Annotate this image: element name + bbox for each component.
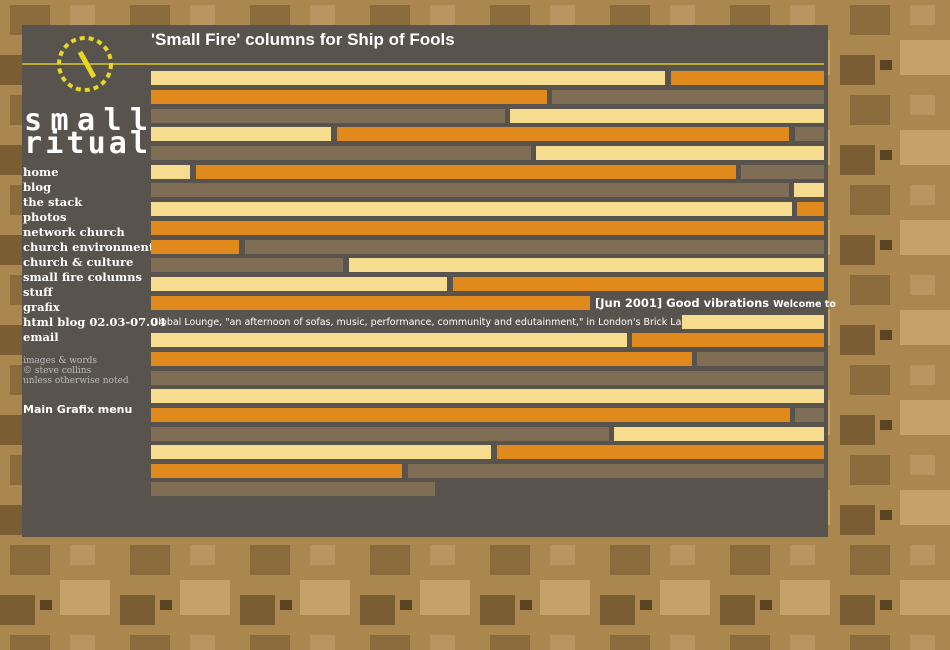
column-bar[interactable] bbox=[632, 333, 824, 347]
column-bar[interactable] bbox=[151, 333, 627, 347]
column-bar[interactable] bbox=[697, 352, 824, 366]
column-bar[interactable] bbox=[151, 258, 343, 272]
column-bar[interactable] bbox=[671, 71, 824, 85]
nav-link[interactable]: photos bbox=[23, 210, 67, 224]
article-text: Welcome to bbox=[773, 299, 836, 310]
column-bar[interactable] bbox=[151, 71, 665, 85]
column-bar[interactable] bbox=[151, 90, 547, 104]
column-bar[interactable] bbox=[151, 109, 505, 123]
credit-line: © steve collins bbox=[23, 366, 92, 376]
credit-line: images & words bbox=[23, 356, 98, 366]
column-bar[interactable] bbox=[151, 296, 590, 310]
column-bar[interactable] bbox=[151, 183, 789, 197]
logo-area: small ritual bbox=[22, 36, 824, 161]
column-bar[interactable] bbox=[151, 277, 447, 291]
column-bar[interactable] bbox=[151, 146, 531, 160]
column-bar[interactable] bbox=[151, 240, 239, 254]
column-bar[interactable] bbox=[151, 165, 190, 179]
column-bar[interactable] bbox=[797, 202, 824, 216]
column-bar[interactable] bbox=[245, 240, 824, 254]
column-bar[interactable] bbox=[151, 371, 824, 385]
column-bar[interactable] bbox=[337, 127, 789, 141]
column-bar[interactable] bbox=[497, 445, 824, 459]
column-bar[interactable] bbox=[794, 183, 824, 197]
nav-link[interactable]: blog bbox=[23, 180, 52, 194]
nav-link[interactable]: church & culture bbox=[23, 255, 134, 269]
credit-line: unless otherwise noted bbox=[23, 376, 129, 386]
column-bar[interactable] bbox=[151, 202, 792, 216]
article-text: Global Lounge, "an afternoon of sofas, m… bbox=[151, 317, 697, 328]
heading-text[interactable]: [Jun 2001] Good vibrations bbox=[595, 296, 770, 310]
nav-link[interactable]: network church bbox=[23, 225, 125, 239]
column-bar[interactable] bbox=[795, 408, 824, 422]
column-bar[interactable] bbox=[151, 127, 331, 141]
nav-link[interactable]: small fire columns bbox=[23, 270, 142, 284]
column-bar[interactable] bbox=[682, 315, 824, 329]
nav-link[interactable]: home bbox=[23, 165, 59, 179]
column-bar[interactable] bbox=[151, 482, 435, 496]
column-bar[interactable] bbox=[151, 445, 491, 459]
column-bar[interactable] bbox=[151, 408, 790, 422]
column-bar[interactable] bbox=[408, 464, 824, 478]
nav-link[interactable]: grafix bbox=[23, 300, 60, 314]
column-bar[interactable] bbox=[151, 221, 824, 235]
nav-link[interactable]: the stack bbox=[23, 195, 83, 209]
column-bar[interactable] bbox=[510, 109, 824, 123]
column-bar[interactable] bbox=[349, 258, 824, 272]
nav-link[interactable]: church environment bbox=[23, 240, 155, 254]
column-bar[interactable] bbox=[552, 90, 824, 104]
page-title: 'Small Fire' columns for Ship of Fools bbox=[151, 30, 455, 49]
column-bar[interactable] bbox=[151, 464, 402, 478]
nav-link[interactable]: html blog 02.03-07.04 bbox=[23, 315, 167, 329]
nav-link[interactable]: stuff bbox=[23, 285, 53, 299]
column-bar[interactable] bbox=[453, 277, 824, 291]
column-bar[interactable] bbox=[536, 146, 824, 160]
nav-link[interactable]: email bbox=[23, 330, 59, 344]
column-bar[interactable] bbox=[151, 427, 609, 441]
article-heading[interactable]: [Jun 2001] Good vibrations Welcome to bbox=[595, 296, 836, 310]
column-bar[interactable] bbox=[614, 427, 824, 441]
column-bar[interactable] bbox=[196, 165, 736, 179]
column-bar[interactable] bbox=[151, 352, 692, 366]
menu-link[interactable]: Main Grafix menu bbox=[23, 403, 133, 416]
column-bar[interactable] bbox=[795, 127, 824, 141]
column-bar[interactable] bbox=[151, 389, 824, 403]
column-bar[interactable] bbox=[741, 165, 824, 179]
